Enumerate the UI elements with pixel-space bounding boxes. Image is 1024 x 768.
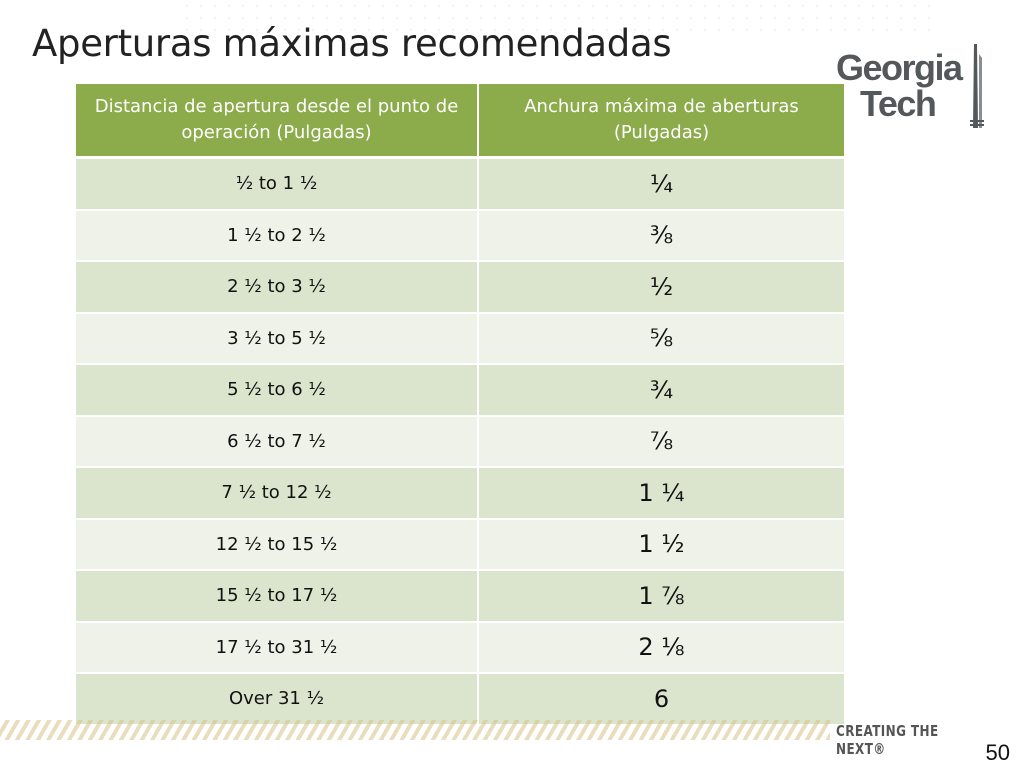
width-cell: 1 ½	[478, 518, 844, 571]
width-cell: ⅞	[478, 415, 844, 468]
table-row: 17 ½ to 31 ½ 2 ⅛	[76, 621, 844, 674]
table-row: 1 ½ to 2 ½ ⅜	[76, 209, 844, 262]
width-cell: ¾	[478, 364, 844, 417]
table-row: 2 ½ to 3 ½ ½	[76, 261, 844, 314]
footer-tagline: CREATING THE NEXT®	[836, 722, 939, 758]
width-cell: 2 ⅛	[478, 621, 844, 674]
distance-cell: 5 ½ to 6 ½	[76, 364, 479, 417]
table-row: 12 ½ to 15 ½ 1 ½	[76, 518, 844, 571]
width-cell: ⅝	[478, 312, 844, 365]
width-cell: ½	[478, 261, 844, 314]
page-number: 50	[985, 740, 1010, 765]
slide-title: Aperturas máximas recomendadas	[32, 22, 672, 65]
distance-cell: 7 ½ to 12 ½	[76, 467, 479, 520]
table-header-row: Distancia de apertura desde el punto de …	[76, 84, 844, 159]
table-row: 3 ½ to 5 ½ ⅝	[76, 312, 844, 365]
distance-cell: 3 ½ to 5 ½	[76, 312, 479, 365]
georgia-tech-logo: Georgia Tech	[834, 40, 994, 135]
svg-text:Georgia: Georgia	[836, 47, 964, 88]
width-cell: ¼	[478, 157, 844, 211]
table-row: ½ to 1 ½ ¼	[76, 157, 844, 211]
distance-cell: 12 ½ to 15 ½	[76, 518, 479, 571]
distance-cell: 17 ½ to 31 ½	[76, 621, 479, 674]
width-cell: 6	[478, 673, 844, 726]
width-cell: ⅜	[478, 209, 844, 262]
distance-cell: ½ to 1 ½	[76, 157, 479, 211]
svg-text:Tech: Tech	[860, 83, 935, 124]
table-row: 6 ½ to 7 ½ ⅞	[76, 415, 844, 468]
distance-cell: Over 31 ½	[76, 673, 479, 726]
table-row: 5 ½ to 6 ½ ¾	[76, 364, 844, 417]
table-row: Over 31 ½ 6	[76, 673, 844, 726]
distance-cell: 6 ½ to 7 ½	[76, 415, 479, 468]
distance-cell: 1 ½ to 2 ½	[76, 209, 479, 262]
distance-cell: 2 ½ to 3 ½	[76, 261, 479, 314]
width-cell: 1 ¼	[478, 467, 844, 520]
column-header-distance: Distancia de apertura desde el punto de …	[76, 84, 479, 159]
table-row: 7 ½ to 12 ½ 1 ¼	[76, 467, 844, 520]
apertures-table: Distancia de apertura desde el punto de …	[76, 84, 844, 726]
column-header-width: Anchura máxima de aberturas (Pulgadas)	[478, 84, 844, 159]
distance-cell: 15 ½ to 17 ½	[76, 570, 479, 623]
footer-stripes	[0, 720, 830, 740]
table-row: 15 ½ to 17 ½ 1 ⅞	[76, 570, 844, 623]
width-cell: 1 ⅞	[478, 570, 844, 623]
background-pattern	[180, 0, 940, 40]
